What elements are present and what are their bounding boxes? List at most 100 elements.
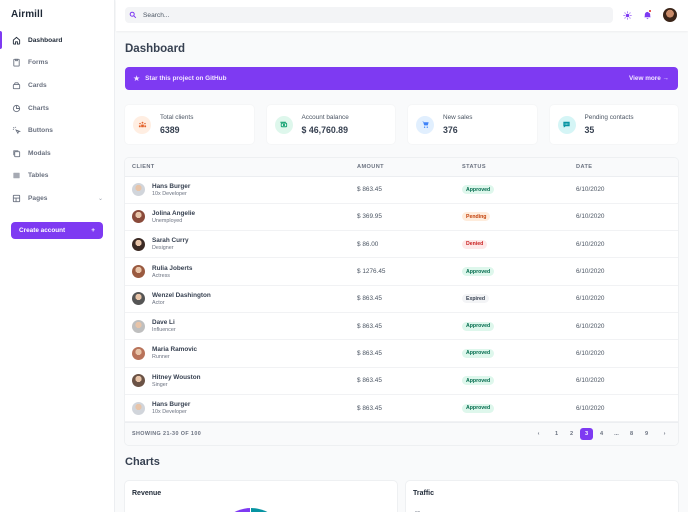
client-avatar <box>132 401 145 415</box>
sidebar-item-pages[interactable]: Pages ⌄ <box>0 187 115 210</box>
column-header-status: STATUS <box>455 158 569 177</box>
date-cell: 6/10/2020 <box>576 240 605 248</box>
next-page-button[interactable]: › <box>663 431 666 438</box>
stat-value: 35 <box>584 125 595 135</box>
cursor-click-icon <box>11 126 21 136</box>
amount-cell: $ 863.45 <box>357 349 382 357</box>
sidebar: Airmill Dashboard Forms Cards Charts But… <box>0 0 115 512</box>
sidebar-item-label: Cards <box>28 81 47 89</box>
client-cell: Jolina Angelie Unemployed <box>125 203 350 230</box>
search-input[interactable] <box>143 11 583 19</box>
table-row[interactable]: Hitney Wouston Singer $ 863.45 Approved 6/10… <box>125 367 678 395</box>
date-cell: 6/10/2020 <box>576 404 605 412</box>
table-row[interactable]: Rulia Joberts Actress $ 1276.45 Approved 6/1… <box>125 258 678 286</box>
sidebar-item-label: Pages <box>28 194 48 202</box>
sidebar-item-dashboard[interactable]: Dashboard <box>0 29 115 52</box>
table-row[interactable]: Jolina Angelie Unemployed $ 369.95 Pending 6… <box>125 203 678 231</box>
sidebar-item-label: Forms <box>28 59 49 67</box>
status-cell: Approved <box>455 340 569 367</box>
status-badge: Pending <box>462 212 491 222</box>
status-badge: Approved <box>462 376 495 386</box>
sidebar-item-cards[interactable]: Cards <box>0 74 115 97</box>
amount-cell: $ 863.45 <box>357 377 382 385</box>
users-icon <box>133 115 151 134</box>
client-role: Influencer <box>152 327 176 334</box>
table-row[interactable]: Maria Ramovic Runner $ 863.45 Approved 6/10/… <box>125 340 678 368</box>
date-cell: 6/10/2020 <box>576 268 605 276</box>
page-button[interactable]: 8 <box>629 431 634 438</box>
sidebar-item-label: Tables <box>28 172 49 180</box>
top-header <box>116 0 688 31</box>
status-badge: Approved <box>462 403 495 413</box>
status-cell: Pending <box>455 203 569 230</box>
view-more-link[interactable]: View more → <box>628 75 669 82</box>
client-avatar <box>132 210 145 224</box>
date-cell: 6/10/2020 <box>576 349 605 357</box>
github-banner[interactable]: ★ Star this project on GitHub View more … <box>125 67 678 90</box>
status-badge: Approved <box>462 185 495 195</box>
previous-page-button[interactable]: ‹ <box>537 431 540 438</box>
stat-card-total-clients: Total clients 6389 <box>125 105 254 144</box>
client-cell: Hitney Wouston Singer <box>125 367 350 394</box>
stat-label: Pending contacts <box>584 114 634 121</box>
sidebar-item-charts[interactable]: Charts <box>0 97 115 120</box>
stat-card-pending-contacts: Pending contacts 35 <box>549 105 678 144</box>
brand-logo[interactable]: Airmill <box>11 9 43 20</box>
traffic-y-axis-tick: 80 <box>415 510 420 512</box>
page-button[interactable]: 9 <box>644 431 649 438</box>
main-content: Dashboard ★ Star this project on GitHub … <box>116 31 688 512</box>
client-role: Actress <box>152 272 170 279</box>
table-footer: SHOWING 21-30 OF 100 ‹ 1 2 3 4... 8 9 › <box>125 422 678 446</box>
status-badge: Approved <box>462 348 495 358</box>
sidebar-item-forms[interactable]: Forms <box>0 52 115 75</box>
status-cell: Denied <box>455 231 569 258</box>
status-cell: Approved <box>455 312 569 339</box>
date-cell: 6/10/2020 <box>576 186 605 194</box>
status-badge: Expired <box>462 294 490 304</box>
table-row[interactable]: Sarah Curry Designer $ 86.00 Denied 6/10/202… <box>125 231 678 258</box>
client-cell: Wenzel Dashington Actor <box>125 285 350 312</box>
status-cell: Expired <box>455 285 569 312</box>
sidebar-item-tables[interactable]: Tables <box>0 165 115 188</box>
page-button[interactable]: 1 <box>554 431 559 438</box>
page-button[interactable]: 2 <box>569 431 574 438</box>
table-row[interactable]: Dave Li Influencer $ 863.45 Approved 6/10/20… <box>125 312 678 340</box>
stat-label: Total clients <box>160 114 194 121</box>
page-button[interactable]: 3 <box>580 428 593 441</box>
client-role: Singer <box>152 381 168 388</box>
client-avatar <box>132 319 145 333</box>
client-avatar <box>132 292 145 306</box>
sidebar-item-modals[interactable]: Modals <box>0 142 115 165</box>
pie-chart-icon <box>11 103 21 113</box>
table-row[interactable]: Wenzel Dashington Actor $ 863.45 Expired 6/1… <box>125 285 678 313</box>
status-cell: Approved <box>455 176 569 203</box>
clipboard-icon <box>11 58 21 68</box>
create-account-button[interactable]: Create account + <box>11 222 103 239</box>
status-badge: Approved <box>462 267 495 277</box>
client-name: Wenzel Dashington <box>152 291 211 299</box>
page-button[interactable]: 4 <box>599 431 604 438</box>
date-cell: 6/10/2020 <box>576 213 605 221</box>
sun-icon[interactable] <box>622 10 632 20</box>
stat-card-account-balance: Account balance $ 46,760.89 <box>266 105 395 144</box>
sidebar-item-buttons[interactable]: Buttons <box>0 119 115 142</box>
status-cell: Approved <box>455 394 569 421</box>
traffic-chart-title: Traffic <box>413 490 435 497</box>
stat-value: $ 46,760.89 <box>301 125 348 135</box>
client-role: Unemployed <box>152 217 183 224</box>
client-avatar <box>132 374 145 388</box>
client-name: Sarah Curry <box>152 237 189 245</box>
table-body: Hans Burger 10x Developer $ 863.45 Approved… <box>125 176 678 422</box>
amount-cell: $ 863.45 <box>357 295 382 303</box>
table-header-row: CLIENT AMOUNT STATUS DATE <box>125 158 678 177</box>
amount-cell: $ 369.95 <box>357 213 382 221</box>
status-cell: Approved <box>455 367 569 394</box>
table-row[interactable]: Hans Burger 10x Developer $ 863.45 Approved… <box>125 176 678 204</box>
user-avatar[interactable] <box>663 8 677 22</box>
client-cell: Hans Burger 10x Developer <box>125 394 350 421</box>
bell-icon[interactable] <box>642 9 652 20</box>
table-row[interactable]: Hans Burger 10x Developer $ 863.45 Approved… <box>125 394 678 422</box>
notification-badge <box>648 9 652 13</box>
client-cell: Hans Burger 10x Developer <box>125 176 350 203</box>
revenue-pie-chart[interactable] <box>215 508 287 512</box>
